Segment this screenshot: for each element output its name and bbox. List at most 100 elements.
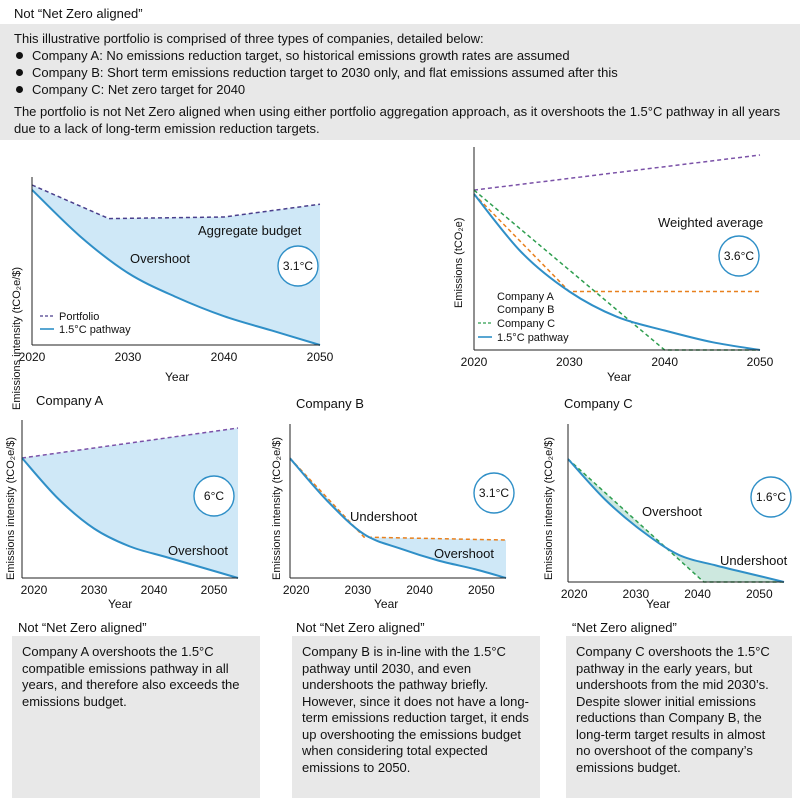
series-line-company-a: [21, 427, 239, 459]
legend-pathway: 1.5°C pathway: [59, 324, 131, 336]
badge-text: 1.6°C: [756, 490, 786, 504]
series-line-company-a: [473, 154, 761, 191]
legend-pathway: 1.5°C pathway: [497, 332, 569, 344]
company-a-description: Company A overshoots the 1.5°C compatibl…: [12, 636, 260, 798]
x-tick-label: 2020: [283, 583, 310, 597]
x-ticks: 2020 2030 2040 2050: [283, 583, 495, 597]
legend-company-b: Company B: [497, 304, 554, 316]
intro-text: This illustrative portfolio is comprised…: [14, 31, 484, 46]
x-tick-label: 2030: [556, 355, 583, 369]
x-tick-label: 2030: [115, 350, 142, 364]
chart-title: Weighted average: [658, 215, 763, 230]
overshoot-label: Overshoot: [642, 504, 702, 519]
company-c-description: Company C overshoots the 1.5°C pathway i…: [566, 636, 792, 798]
y-axis-label: Emissions intensity (tCO₂e/$): [271, 437, 283, 580]
x-axis-label: Year: [374, 597, 398, 611]
company-b-chart: 2020 2030 2040 2050 Emissions intensity (tC…: [271, 424, 515, 611]
temperature-badge: 6°C: [193, 475, 235, 517]
legend: Portfolio 1.5°C pathway: [40, 311, 131, 336]
x-ticks: 2020 2030 2040 2050: [561, 587, 773, 601]
x-tick-label: 2030: [81, 583, 108, 597]
badge-text: 3.6°C: [724, 249, 754, 263]
chart-lines: [21, 427, 239, 579]
x-tick-label: 2040: [684, 587, 711, 601]
temperature-badge: 3.1°C: [473, 472, 515, 514]
filled-region: [22, 428, 238, 578]
company-c-chart: 2020 2030 2040 2050 Emissions intensity (tC…: [543, 424, 792, 611]
company-c-status: “Net Zero aligned”: [572, 620, 677, 635]
filled-region: [32, 185, 320, 345]
chart-lines: [289, 457, 507, 579]
badge-text: 6°C: [204, 489, 224, 503]
overshoot-label: Overshoot: [168, 543, 228, 558]
y-axis-label: Emissions intensity (tCO₂e/$): [543, 437, 555, 580]
x-tick-label: 2050: [746, 587, 773, 601]
x-axis-label: Year: [607, 370, 631, 384]
temperature-badge: 3.6°C: [718, 235, 760, 277]
portfolio-chart: 2020 2030 2040 2050 Emissions intensity (tC…: [11, 177, 334, 410]
y-axis-label: Emissions (tCO₂e): [453, 218, 465, 308]
bullet-company-a: Company A: No emissions reduction target…: [14, 47, 786, 64]
x-tick-label: 2040: [406, 583, 433, 597]
company-b-status: Not “Net Zero aligned”: [296, 620, 425, 635]
x-ticks: 2020 2030 2040 2050: [19, 350, 334, 364]
x-tick-label: 2020: [21, 583, 48, 597]
overshoot-area: [290, 458, 506, 578]
overshoot-area: [32, 185, 320, 345]
x-tick-label: 2050: [307, 350, 334, 364]
y-axis-label: Emissions intensity (tCO₂e/$): [5, 437, 17, 580]
company-a-chart: 2020 2030 2040 2050 Emissions intensity (tC…: [5, 420, 239, 611]
company-a-title: Company A: [36, 393, 104, 408]
bullet-company-b: Company B: Short term emissions reductio…: [14, 64, 786, 81]
company-b-title: Company B: [296, 396, 364, 411]
series-line-pathway: [289, 457, 507, 579]
series-line-pathway: [567, 458, 785, 583]
legend-portfolio: Portfolio: [59, 311, 99, 323]
bullet-company-c: Company C: Net zero target for 2040: [14, 81, 786, 98]
overshoot-label: Overshoot: [434, 546, 494, 561]
series-line-portfolio: [31, 184, 321, 220]
x-tick-label: 2050: [468, 583, 495, 597]
legend-company-a: Company A: [497, 291, 555, 303]
x-ticks: 2020 2030 2040 2050: [21, 583, 228, 597]
x-tick-label: 2020: [561, 587, 588, 601]
x-tick-label: 2050: [747, 355, 774, 369]
chart-axes: [567, 424, 784, 583]
chart-lines: [31, 184, 321, 346]
overshoot-area: [22, 428, 238, 578]
badge-text: 3.1°C: [479, 486, 509, 500]
x-ticks: 2020 2030 2040 2050: [461, 355, 774, 369]
legend-company-c: Company C: [497, 318, 555, 330]
x-tick-label: 2030: [345, 583, 372, 597]
undershoot-label: Undershoot: [720, 553, 788, 568]
chart-axes: [289, 424, 506, 579]
x-tick-label: 2040: [211, 350, 238, 364]
badge-text: 3.1°C: [283, 259, 313, 273]
x-tick-label: 2030: [623, 587, 650, 601]
x-tick-label: 2040: [651, 355, 678, 369]
company-c-title: Company C: [564, 396, 633, 411]
intro-panel: This illustrative portfolio is comprised…: [0, 24, 800, 140]
x-axis-label: Year: [646, 597, 670, 611]
chart-axes: [31, 177, 320, 346]
x-axis-label: Year: [165, 370, 189, 384]
x-tick-label: 2050: [201, 583, 228, 597]
filled-region: [290, 458, 506, 578]
aggregate-budget-label: Aggregate budget: [198, 223, 302, 238]
chart-axes: [473, 147, 760, 351]
series-line-pathway: [473, 193, 761, 351]
company-a-status: Not “Net Zero aligned”: [18, 620, 147, 635]
series-line-pathway: [21, 457, 239, 579]
temperature-badge: 1.6°C: [750, 476, 792, 518]
chart-axes: [21, 420, 238, 579]
weighted-average-chart: 2020 2030 2040 2050 Emissions (tCO₂e) Year …: [453, 147, 774, 384]
x-axis-label: Year: [108, 597, 132, 611]
undershoot-label: Undershoot: [350, 509, 418, 524]
x-tick-label: 2020: [19, 350, 46, 364]
page-title: Not “Net Zero aligned”: [14, 6, 143, 21]
company-b-description: Company B is in-line with the 1.5°C path…: [292, 636, 540, 798]
x-tick-label: 2020: [461, 355, 488, 369]
series-line-company-b: [473, 193, 760, 293]
legend: Company A Company B Company C 1.5°C path…: [478, 291, 569, 344]
series-line-pathway: [31, 189, 321, 346]
